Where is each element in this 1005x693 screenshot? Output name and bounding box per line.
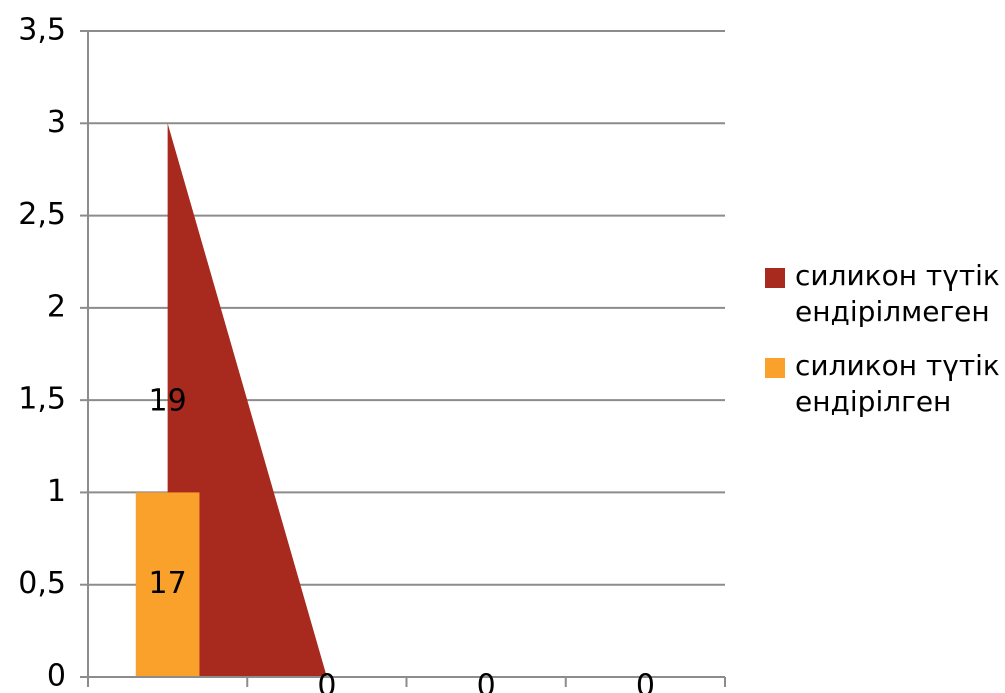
- annotation: 0: [636, 669, 655, 693]
- annotation: 19: [149, 384, 187, 419]
- y-tick-label: 0,5: [18, 566, 66, 601]
- legend-label: силикон түтік ендірілген: [795, 349, 1000, 418]
- y-tick-label: 2,5: [18, 197, 66, 232]
- annotation: 17: [149, 566, 187, 601]
- legend: силикон түтік ендірілмеген силикон түтік …: [765, 258, 1000, 438]
- legend-swatch: [765, 268, 785, 288]
- annotation: 0: [317, 669, 336, 693]
- annotation: 0: [477, 669, 496, 693]
- legend-entry: силикон түтік ендірілмеген: [765, 258, 1000, 330]
- legend-label: силикон түтік ендірілмеген: [795, 259, 1000, 328]
- legend-entry: силикон түтік ендірілген: [765, 348, 1000, 420]
- y-tick-label: 1,5: [18, 382, 66, 417]
- legend-swatch: [765, 358, 785, 378]
- y-tick-label: 0: [47, 659, 66, 693]
- bar: [135, 492, 200, 677]
- y-tick-label: 1: [47, 474, 66, 509]
- y-tick-label: 3,5: [18, 13, 66, 48]
- y-tick-label: 2: [47, 289, 66, 324]
- area: [167, 123, 646, 678]
- y-tick-label: 3: [47, 105, 66, 140]
